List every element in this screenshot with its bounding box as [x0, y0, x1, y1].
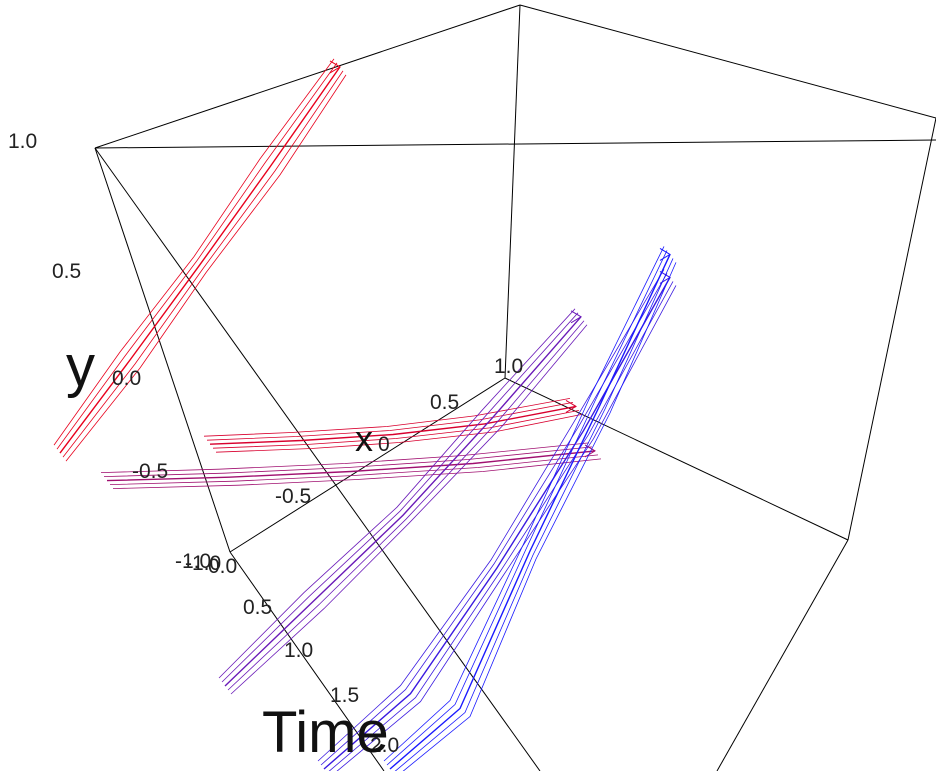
series-line	[383, 246, 665, 762]
y-tick-label: 1.0	[8, 130, 37, 153]
series-line	[402, 262, 677, 771]
plot-box-frame	[94, 4, 936, 771]
box-edge	[716, 539, 849, 771]
series-arrow-marker	[565, 399, 577, 413]
x-tick-label: -1.0	[175, 550, 211, 573]
box-edge	[229, 377, 506, 553]
series-line	[209, 405, 577, 445]
box-edge	[504, 4, 521, 379]
series-arrow-marker	[659, 247, 671, 261]
time-axis-ticks: 0.0 0.5 1.0 1.5 2.0	[208, 555, 399, 757]
series-curves	[53, 58, 677, 771]
box-edge	[229, 551, 385, 771]
series-line	[317, 269, 665, 762]
series-line	[221, 312, 579, 683]
series-line	[56, 62, 338, 450]
time-tick-label: 2.0	[370, 734, 399, 757]
series-line	[62, 70, 344, 458]
series-line	[218, 308, 576, 679]
series-line	[100, 442, 590, 473]
y-tick-label: 0.0	[112, 367, 141, 390]
series-line	[224, 316, 582, 687]
y-tick-label: -0.5	[132, 460, 168, 483]
box-edge	[94, 139, 936, 149]
x-tick-label: 1.0	[494, 355, 523, 378]
x-axis-ticks: 1.0 0.5 0 -0.5 -1.0	[175, 355, 523, 573]
box-edge	[847, 117, 936, 541]
series-line	[103, 446, 593, 477]
series-line	[227, 320, 585, 691]
time-tick-label: 0.5	[243, 596, 272, 619]
box-edge	[519, 4, 936, 119]
series-line	[389, 254, 671, 770]
time-tick-label: 1.0	[284, 639, 313, 662]
box-edge	[94, 147, 231, 553]
series-line	[394, 258, 674, 771]
series-line	[112, 458, 602, 489]
series-line	[206, 402, 574, 441]
x-tick-label: -0.5	[275, 485, 311, 508]
series-line	[65, 74, 347, 462]
time-tick-label: 1.5	[330, 684, 359, 707]
series-arrow-marker	[570, 310, 582, 324]
series-line	[215, 414, 583, 453]
x-axis-title: x	[355, 418, 373, 459]
time-tick-label: 0.0	[208, 555, 237, 578]
y-axis-title: y	[66, 334, 95, 399]
series-line	[212, 410, 580, 449]
box-edge	[94, 4, 521, 149]
series-line	[59, 66, 341, 454]
series-arrow-marker	[329, 60, 341, 74]
y-axis-ticks: 1.0 0.5 0.0 -0.5 -1.0	[8, 130, 221, 575]
series-line	[320, 273, 668, 766]
x-tick-label: 0.5	[430, 391, 459, 414]
series-line	[323, 277, 671, 770]
series-line	[386, 250, 668, 766]
box-edge	[504, 377, 849, 541]
series-line	[106, 450, 596, 482]
series-line	[230, 324, 588, 695]
x-tick-label: 0	[378, 433, 390, 456]
time-axis-title: Time	[262, 700, 389, 765]
series-line	[53, 58, 335, 446]
series-line	[203, 398, 571, 437]
series-arrow-marker	[659, 270, 671, 284]
y-tick-label: -1.0	[185, 552, 221, 575]
y-tick-label: 0.5	[52, 260, 81, 283]
series-line	[109, 454, 599, 485]
